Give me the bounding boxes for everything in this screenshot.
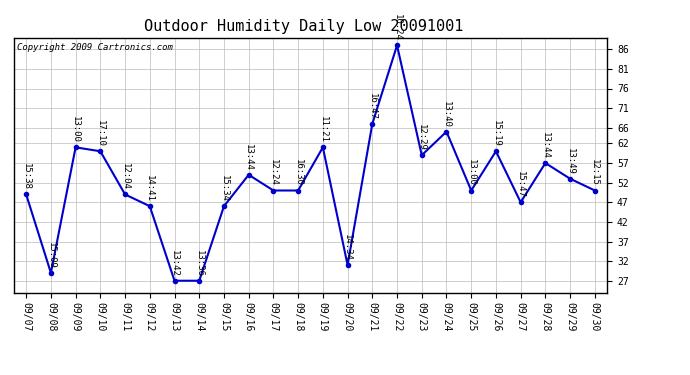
Text: 12:15: 12:15 [591, 159, 600, 186]
Text: 12:24: 12:24 [269, 159, 278, 186]
Text: 13:44: 13:44 [541, 132, 550, 159]
Text: 13:40: 13:40 [442, 100, 451, 128]
Text: 12:04: 12:04 [121, 164, 130, 190]
Text: Copyright 2009 Cartronics.com: Copyright 2009 Cartronics.com [17, 43, 172, 52]
Text: 15:47: 15:47 [516, 171, 525, 198]
Text: 13:42: 13:42 [170, 250, 179, 277]
Text: 12:29: 12:29 [417, 124, 426, 151]
Text: 15:38: 15:38 [21, 164, 30, 190]
Text: Outdoor Humidity Daily Low 20091001: Outdoor Humidity Daily Low 20091001 [144, 19, 463, 34]
Text: 15:09: 15:09 [46, 242, 55, 269]
Text: 14:34: 14:34 [343, 234, 352, 261]
Text: 13:36: 13:36 [195, 250, 204, 277]
Text: 10:24: 10:24 [393, 14, 402, 41]
Text: 16:30: 16:30 [294, 159, 303, 186]
Text: 13:00: 13:00 [466, 159, 475, 186]
Text: 13:00: 13:00 [71, 116, 80, 143]
Text: 13:44: 13:44 [244, 144, 253, 171]
Text: 15:34: 15:34 [219, 175, 228, 202]
Text: 11:21: 11:21 [318, 116, 327, 143]
Text: 17:10: 17:10 [96, 120, 105, 147]
Text: 16:47: 16:47 [368, 93, 377, 120]
Text: 15:19: 15:19 [491, 120, 500, 147]
Text: 13:49: 13:49 [566, 148, 575, 175]
Text: 14:41: 14:41 [146, 175, 155, 202]
